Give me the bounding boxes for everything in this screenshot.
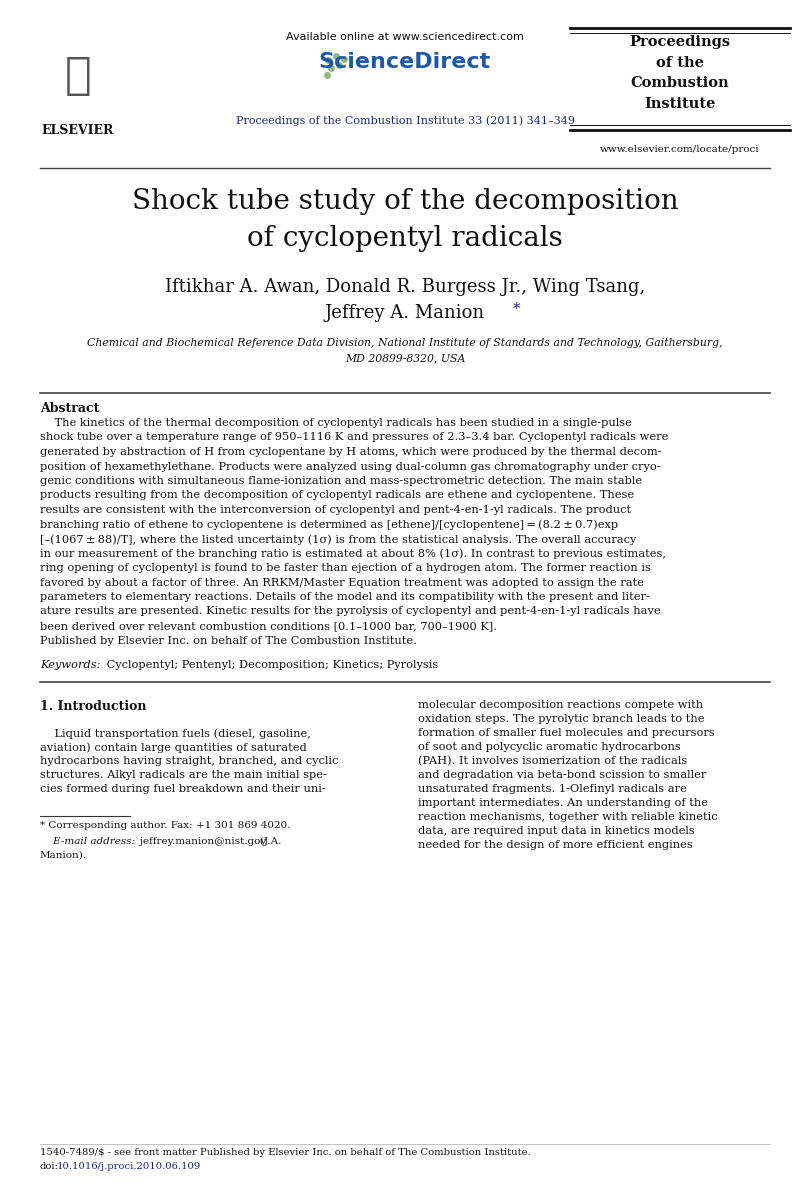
Text: 1540-7489/$ - see front matter Published by Elsevier Inc. on behalf of The Combu: 1540-7489/$ - see front matter Published… bbox=[40, 1148, 531, 1157]
Text: ature results are presented. Kinetic results for the pyrolysis of cyclopentyl an: ature results are presented. Kinetic res… bbox=[40, 606, 661, 617]
Text: position of hexamethylethane. Products were analyzed using dual-column gas chrom: position of hexamethylethane. Products w… bbox=[40, 462, 661, 472]
Text: ring opening of cyclopentyl is found to be faster than ejection of a hydrogen at: ring opening of cyclopentyl is found to … bbox=[40, 563, 651, 572]
Text: products resulting from the decomposition of cyclopentyl radicals are ethene and: products resulting from the decompositio… bbox=[40, 491, 634, 500]
Text: molecular decomposition reactions compete with: molecular decomposition reactions compet… bbox=[418, 700, 703, 710]
Text: reaction mechanisms, together with reliable kinetic: reaction mechanisms, together with relia… bbox=[418, 812, 718, 822]
Text: The kinetics of the thermal decomposition of cyclopentyl radicals has been studi: The kinetics of the thermal decompositio… bbox=[40, 418, 632, 428]
Text: ScienceDirect: ScienceDirect bbox=[319, 52, 491, 72]
Text: Proceedings of the Combustion Institute 33 (2011) 341–349: Proceedings of the Combustion Institute … bbox=[236, 115, 574, 126]
Text: 1. Introduction: 1. Introduction bbox=[40, 700, 147, 713]
Text: genic conditions with simultaneous flame-ionization and mass-spectrometric detec: genic conditions with simultaneous flame… bbox=[40, 476, 642, 486]
Text: shock tube over a temperature range of 950–1116 K and pressures of 2.3–3.4 bar. : shock tube over a temperature range of 9… bbox=[40, 432, 668, 443]
Text: generated by abstraction of H from cyclopentane by H atoms, which were produced : generated by abstraction of H from cyclo… bbox=[40, 446, 662, 457]
Text: of cyclopentyl radicals: of cyclopentyl radicals bbox=[247, 226, 563, 252]
Text: oxidation steps. The pyrolytic branch leads to the: oxidation steps. The pyrolytic branch le… bbox=[418, 714, 705, 724]
Text: Keywords:: Keywords: bbox=[40, 660, 100, 670]
Text: needed for the design of more efficient engines: needed for the design of more efficient … bbox=[418, 840, 693, 850]
Text: in our measurement of the branching ratio is estimated at about 8% (1σ). In cont: in our measurement of the branching rati… bbox=[40, 548, 666, 559]
Text: hydrocarbons having straight, branched, and cyclic: hydrocarbons having straight, branched, … bbox=[40, 756, 339, 766]
Text: www.elsevier.com/locate/proci: www.elsevier.com/locate/proci bbox=[600, 145, 760, 154]
Text: doi:: doi: bbox=[40, 1162, 59, 1171]
Text: 🌲: 🌲 bbox=[65, 54, 92, 96]
Text: ELSEVIER: ELSEVIER bbox=[42, 124, 114, 137]
Text: data, are required input data in kinetics models: data, are required input data in kinetic… bbox=[418, 826, 695, 836]
Text: MD 20899-8320, USA: MD 20899-8320, USA bbox=[345, 353, 465, 362]
Text: Published by Elsevier Inc. on behalf of The Combustion Institute.: Published by Elsevier Inc. on behalf of … bbox=[40, 636, 417, 646]
Text: Cyclopentyl; Pentenyl; Decomposition; Kinetics; Pyrolysis: Cyclopentyl; Pentenyl; Decomposition; Ki… bbox=[103, 660, 438, 670]
Text: Iftikhar A. Awan, Donald R. Burgess Jr., Wing Tsang,: Iftikhar A. Awan, Donald R. Burgess Jr.,… bbox=[165, 278, 645, 296]
Text: parameters to elementary reactions. Details of the model and its compatibility w: parameters to elementary reactions. Deta… bbox=[40, 592, 650, 602]
Text: branching ratio of ethene to cyclopentene is determined as [ethene]/[cyclopenten: branching ratio of ethene to cyclopenten… bbox=[40, 520, 618, 530]
Text: cies formed during fuel breakdown and their uni-: cies formed during fuel breakdown and th… bbox=[40, 784, 326, 794]
Text: [–(1067 ± 88)/T], where the listed uncertainty (1σ) is from the statistical anal: [–(1067 ± 88)/T], where the listed uncer… bbox=[40, 534, 637, 545]
Text: * Corresponding author. Fax: +1 301 869 4020.: * Corresponding author. Fax: +1 301 869 … bbox=[40, 821, 291, 830]
Text: favored by about a factor of three. An RRKM/Master Equation treatment was adopte: favored by about a factor of three. An R… bbox=[40, 577, 644, 588]
Text: aviation) contain large quantities of saturated: aviation) contain large quantities of sa… bbox=[40, 742, 307, 752]
Text: formation of smaller fuel molecules and precursors: formation of smaller fuel molecules and … bbox=[418, 728, 714, 738]
Text: jeffrey.manion@nist.gov: jeffrey.manion@nist.gov bbox=[130, 838, 266, 846]
Text: structures. Alkyl radicals are the main initial spe-: structures. Alkyl radicals are the main … bbox=[40, 770, 327, 780]
Text: results are consistent with the interconversion of cyclopentyl and pent-4-en-1-y: results are consistent with the intercon… bbox=[40, 505, 631, 515]
Text: Proceedings
of the
Combustion
Institute: Proceedings of the Combustion Institute bbox=[629, 35, 731, 110]
Text: E-mail address:: E-mail address: bbox=[40, 838, 135, 846]
Text: *: * bbox=[513, 302, 521, 316]
Text: (PAH). It involves isomerization of the radicals: (PAH). It involves isomerization of the … bbox=[418, 756, 687, 767]
Text: Shock tube study of the decomposition: Shock tube study of the decomposition bbox=[132, 188, 678, 215]
Text: important intermediates. An understanding of the: important intermediates. An understandin… bbox=[418, 798, 708, 808]
Text: and degradation via beta-bond scission to smaller: and degradation via beta-bond scission t… bbox=[418, 770, 706, 780]
Text: Abstract: Abstract bbox=[40, 402, 100, 415]
Text: Liquid transportation fuels (diesel, gasoline,: Liquid transportation fuels (diesel, gas… bbox=[40, 728, 311, 738]
Text: Available online at www.sciencedirect.com: Available online at www.sciencedirect.co… bbox=[286, 32, 524, 42]
Text: Manion).: Manion). bbox=[40, 851, 87, 860]
Bar bbox=[15, 14, 143, 127]
Text: (J.A.: (J.A. bbox=[250, 838, 281, 846]
Text: unsaturated fragments. 1-Olefinyl radicals are: unsaturated fragments. 1-Olefinyl radica… bbox=[418, 784, 687, 794]
Text: been derived over relevant combustion conditions [0.1–1000 bar, 700–1900 K].: been derived over relevant combustion co… bbox=[40, 622, 497, 631]
Text: 10.1016/j.proci.2010.06.109: 10.1016/j.proci.2010.06.109 bbox=[57, 1162, 201, 1171]
Text: Jeffrey A. Manion: Jeffrey A. Manion bbox=[325, 304, 485, 322]
Text: Chemical and Biochemical Reference Data Division, National Institute of Standard: Chemical and Biochemical Reference Data … bbox=[87, 338, 723, 348]
Text: of soot and polycyclic aromatic hydrocarbons: of soot and polycyclic aromatic hydrocar… bbox=[418, 742, 680, 752]
